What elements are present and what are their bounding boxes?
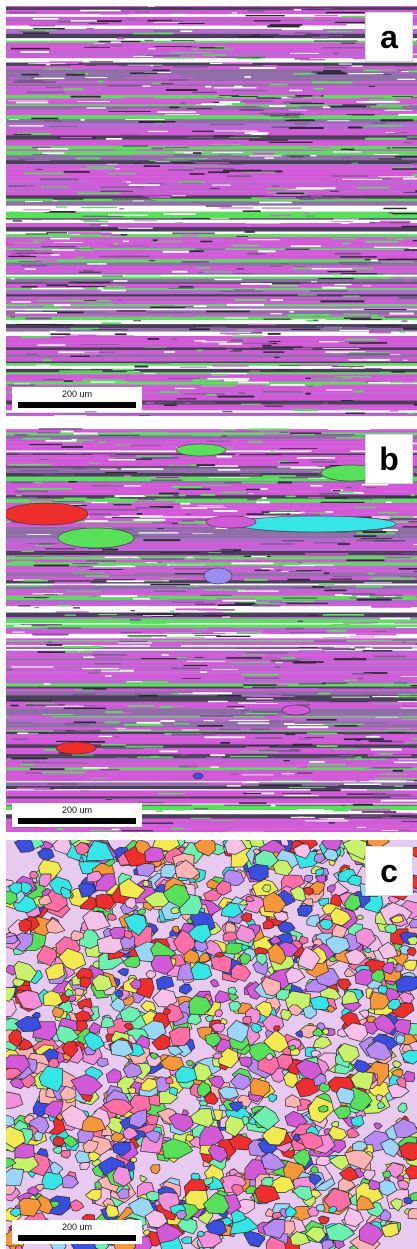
- panel-label-box: c: [365, 846, 413, 896]
- panel-label: a: [380, 19, 398, 55]
- ebsd-map-texture: [6, 428, 417, 832]
- scale-bar-line: [18, 818, 136, 824]
- panel-label-box: b: [365, 434, 413, 484]
- scale-bar: 200 um: [12, 803, 142, 827]
- panel-label-box: a: [365, 12, 413, 62]
- scale-bar-line: [18, 402, 136, 408]
- panel-label: c: [380, 853, 398, 889]
- ebsd-map-panel-a: a 200 um: [6, 6, 417, 416]
- scale-bar: 200 um: [12, 387, 142, 411]
- ebsd-map-panel-c: c 200 um: [6, 840, 417, 1249]
- scale-bar-text: 200 um: [61, 389, 93, 399]
- ebsd-map-texture: [6, 840, 417, 1249]
- panel-label: b: [379, 441, 399, 477]
- ebsd-map-texture: [6, 6, 417, 416]
- scale-bar-text: 200 um: [61, 805, 93, 815]
- scale-bar-text: 200 um: [61, 1222, 93, 1232]
- scale-bar-line: [18, 1235, 136, 1241]
- ebsd-map-panel-b: b 200 um: [6, 428, 417, 832]
- scale-bar: 200 um: [12, 1220, 142, 1244]
